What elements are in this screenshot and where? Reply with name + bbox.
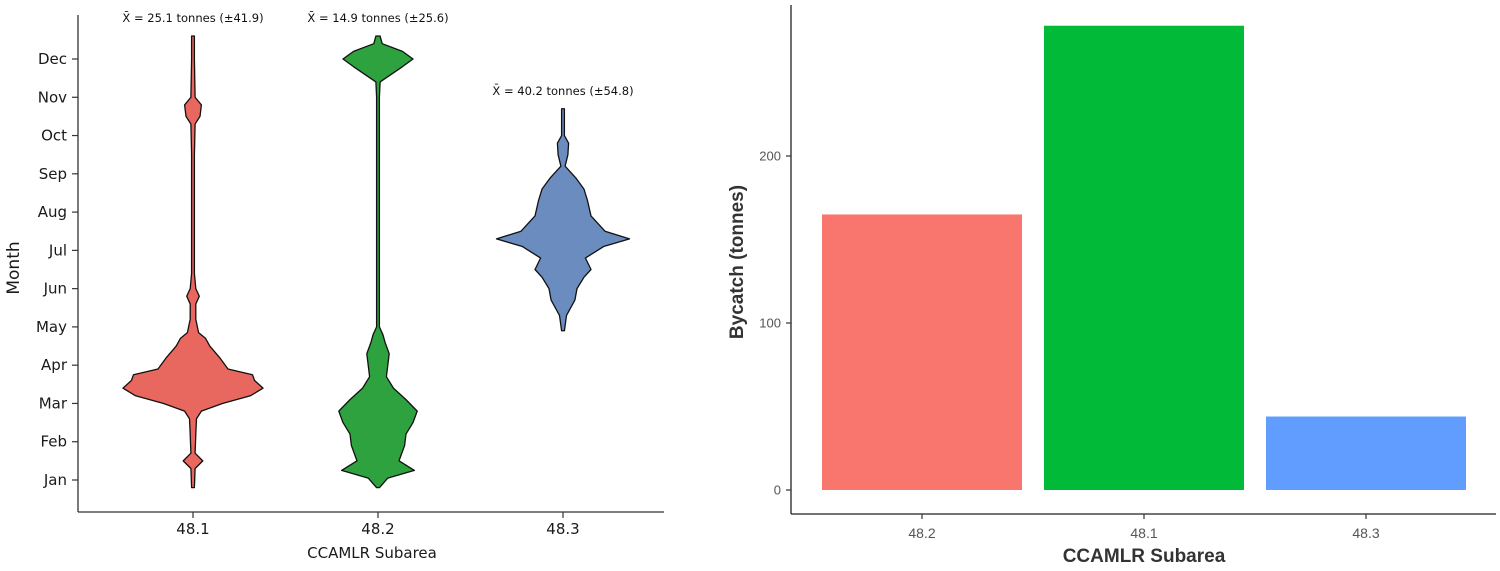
violin-y-tick-label: Feb bbox=[40, 433, 67, 451]
violin-y-tick-label: Sep bbox=[39, 165, 67, 183]
violin-annotation-48.2: X̄ = 14.9 tonnes (±25.6) bbox=[307, 11, 448, 25]
violin-y-tick-label: Mar bbox=[39, 394, 68, 412]
bar-y-tick-label: 200 bbox=[759, 149, 781, 164]
violin-x-axis-title: CCAMLR Subarea bbox=[307, 544, 437, 562]
violin-48.1 bbox=[122, 35, 264, 489]
violin-y-axis-title: Month bbox=[4, 241, 24, 294]
bar-x-tick-label: 48.1 bbox=[1130, 525, 1157, 541]
violin-annotation-48.1: X̄ = 25.1 tonnes (±41.9) bbox=[122, 11, 263, 25]
bars bbox=[822, 25, 1466, 491]
bar-y-tick-label: 100 bbox=[759, 316, 781, 331]
bar-y-ticks: 0 100 200 bbox=[759, 149, 791, 498]
violins bbox=[122, 35, 631, 489]
violin-annotations: X̄ = 25.1 tonnes (±41.9) X̄ = 14.9 tonnes… bbox=[122, 11, 633, 98]
violin-y-tick-label: Oct bbox=[41, 127, 67, 145]
violin-48.2 bbox=[338, 35, 418, 489]
bar-48.1 bbox=[1044, 25, 1244, 491]
violin-y-tick-label: Dec bbox=[38, 50, 67, 68]
violin-y-tick-label: Jul bbox=[48, 241, 67, 259]
violin-chart: Jan Feb Mar Apr May Jun Jul Aug Sep Oct Nov Dec 48.… bbox=[4, 11, 664, 562]
violin-y-tick-label: Apr bbox=[41, 356, 68, 374]
violin-y-tick-label: Aug bbox=[38, 203, 67, 221]
bar-x-axis-title: CCAMLR Subarea bbox=[1063, 546, 1226, 567]
bar-chart: 0 100 200 48.2 48.1 48.3 CCAMLR Subarea Byca… bbox=[727, 5, 1496, 567]
violin-x-tick-label: 48.3 bbox=[546, 520, 579, 538]
violin-y-tick-label: Jan bbox=[43, 471, 67, 489]
violin-y-tick-label: May bbox=[36, 318, 67, 336]
violin-y-ticks: Jan Feb Mar Apr May Jun Jul Aug Sep Oct Nov Dec bbox=[36, 50, 78, 489]
bar-48.3 bbox=[1266, 416, 1466, 490]
bar-x-tick-label: 48.3 bbox=[1352, 525, 1379, 541]
bar-y-tick-label: 0 bbox=[774, 483, 781, 498]
bar-48.2 bbox=[822, 214, 1022, 490]
bar-y-axis-title: Bycatch (tonnes) bbox=[727, 185, 748, 339]
violin-y-tick-label: Jun bbox=[43, 280, 67, 298]
violin-y-tick-label: Nov bbox=[38, 88, 67, 106]
violin-x-ticks: 48.1 48.2 48.3 bbox=[176, 512, 580, 538]
bar-x-tick-label: 48.2 bbox=[908, 525, 935, 541]
violin-x-tick-label: 48.2 bbox=[361, 520, 394, 538]
bar-x-ticks: 48.2 48.1 48.3 bbox=[908, 514, 1380, 541]
violin-x-tick-label: 48.1 bbox=[176, 520, 209, 538]
violin-annotation-48.3: X̄ = 40.2 tonnes (±54.8) bbox=[492, 84, 633, 98]
violin-48.3 bbox=[495, 108, 631, 332]
